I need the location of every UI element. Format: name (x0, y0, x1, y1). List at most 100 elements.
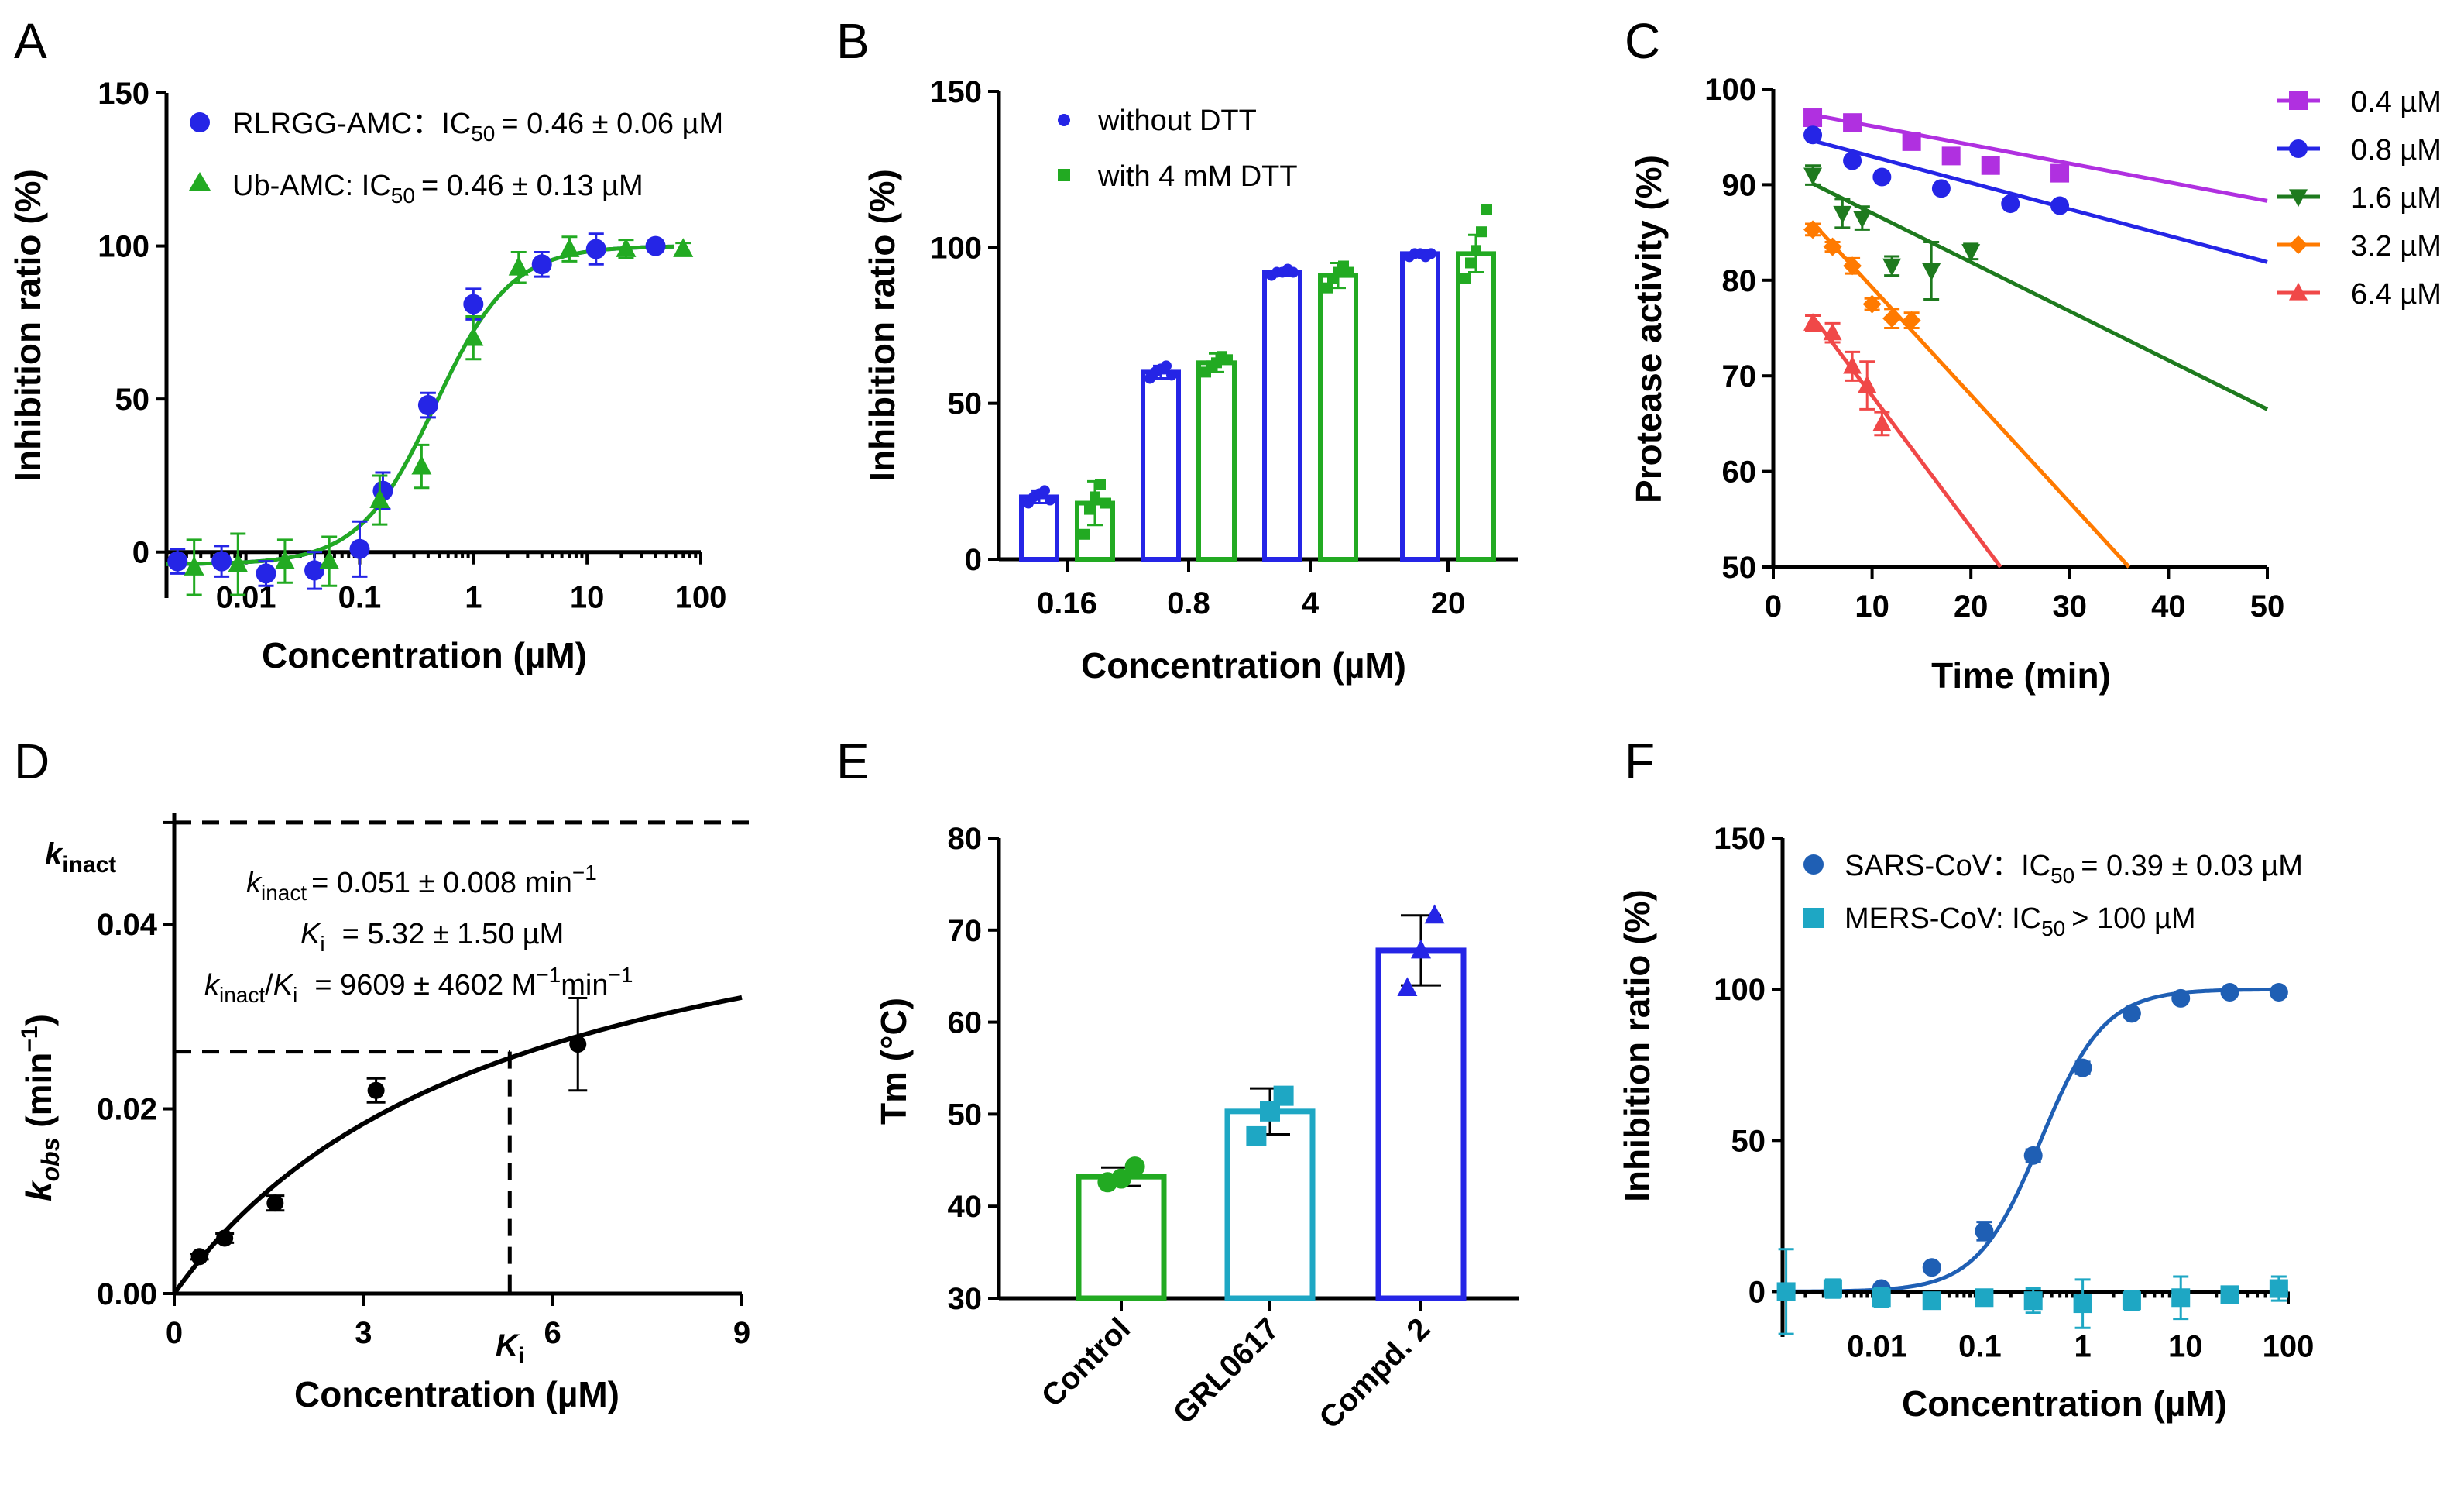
panel-c-legend-label: 0.8 µM (2351, 134, 2442, 167)
panel-d-data-point (569, 1036, 587, 1053)
panel-b-data-point (1465, 257, 1476, 269)
panel-a-data-point (417, 395, 438, 416)
panel-f-y-tick-label: 100 (1714, 973, 1766, 1007)
panel-a-legend-marker-rlrgg (190, 112, 210, 132)
panel-b-y-tick-label: 100 (930, 231, 982, 265)
panel-c-data-point (1858, 375, 1877, 393)
panel-f-data-point (1872, 1288, 1891, 1308)
panel-d-ratio-text: kinact/Ki = 9609 ± 4602 M−1min−1 (204, 963, 633, 1007)
panel-letter-e: E (836, 734, 870, 789)
panel-d-ki-text: Ki = 5.32 ± 1.50 µM (300, 918, 564, 956)
panel-a-data-point (463, 326, 484, 346)
panel-e-x-tick-label: GRL0617 (1167, 1311, 1286, 1431)
panel-d-x-tick-label: 3 (355, 1316, 372, 1350)
panel-a-y-tick-label: 150 (98, 77, 149, 111)
panel-e-y-tick-label: 70 (948, 914, 983, 948)
panel-c-data-point (1981, 156, 2000, 175)
panel-c-y-tick-label: 50 (1722, 551, 1757, 585)
panel-d-xlabel: Concentration (µM) (294, 1374, 619, 1414)
panel-b-data-point (1344, 266, 1354, 278)
panel-f-data-point (1922, 1291, 1941, 1311)
panel-e-data-point (1246, 1125, 1267, 1146)
panel-f-data-point (1823, 1279, 1842, 1298)
panel-b: 0 50 100 150 0.16 0.8 4 20 Concentration (µM) I… (862, 75, 1518, 686)
panel-e-data-point (1124, 1156, 1145, 1177)
panel-c-x-tick-label: 10 (1855, 589, 1889, 624)
panel-f-x-tick-label: 0.01 (1847, 1329, 1907, 1363)
panel-b-data-point (1471, 245, 1481, 256)
panel-d-y-tick-label: 0.00 (97, 1277, 157, 1311)
panel-c-legend-marker (2289, 189, 2308, 208)
panel-e-data-point (1397, 977, 1418, 997)
panel-e-ylabel: Tm (°C) (873, 998, 914, 1125)
panel-c-data-point (1902, 311, 1921, 330)
panel-f-data-point (2073, 1294, 2092, 1314)
panel-b-x-tick-label: 0.16 (1037, 586, 1097, 620)
panel-f-x-tick-label: 100 (2263, 1329, 2315, 1363)
panel-c-data-point (1872, 167, 1892, 187)
panel-f-y-tick-label: 50 (1731, 1124, 1766, 1158)
panel-letter-d: D (14, 734, 50, 789)
panel-c-data-point (1803, 313, 1823, 331)
panel-letter-f: F (1625, 734, 1655, 789)
panel-c-legend-marker (2289, 235, 2308, 254)
panel-f-data-point (1922, 1258, 1941, 1277)
panel-b-data-point (1166, 369, 1177, 381)
panel-letter-a: A (14, 13, 47, 69)
panel-d-kinact-text: kinact = 0.051 ± 0.008 min−1 (246, 861, 597, 905)
panel-b-legend-dtt: with 4 mM DTT (1097, 160, 1298, 193)
panel-b-x-tick-label: 0.8 (1167, 586, 1210, 620)
panel-letter-c: C (1625, 13, 1660, 69)
panel-c-y-tick-label: 70 (1722, 359, 1757, 393)
panel-c-data-point (1843, 113, 1862, 132)
panel-b-bar (1318, 273, 1358, 562)
panel-b-data-point (1322, 282, 1333, 294)
panel-a-data-point (274, 550, 295, 569)
panel-c-legend-label: 1.6 µM (2351, 182, 2442, 215)
panel-a-data-point (508, 256, 529, 276)
panel-f-data-point (2171, 1288, 2191, 1308)
panel-a-y-tick-label: 0 (132, 536, 149, 570)
panel-a-legend-marker-ub (189, 172, 211, 191)
panel-f-plot-area: 0 50 100 150 0.01 0.1 1 10 100 (1714, 822, 2314, 1363)
panel-c-ylabel: Protease activity (%) (1628, 155, 1669, 503)
panel-b-data-point (1100, 497, 1111, 509)
panel-f-data-point (2171, 988, 2191, 1008)
panel-c-data-point (1803, 167, 1823, 186)
panel-c-data-point (1803, 108, 1823, 128)
panel-c-xlabel: Time (min) (1931, 655, 2111, 696)
panel-f-data-point (2269, 983, 2288, 1002)
panel-e-bar (1375, 947, 1467, 1301)
panel-e-y-tick-label: 50 (948, 1098, 983, 1132)
panel-f-xlabel: Concentration (µM) (1902, 1383, 2227, 1424)
panel-a-data-point (256, 563, 276, 584)
panel-a-data-point (531, 254, 552, 275)
panel-a-x-tick-label: 100 (675, 581, 727, 615)
panel-letter-b: B (836, 13, 870, 69)
panel-e-x-tick-label: Compd. 2 (1313, 1311, 1436, 1435)
panel-d-plot-area: 0.00 0.02 0.04 0 3 6 9 (97, 813, 750, 1350)
panel-c-data-point (1882, 309, 1902, 328)
panel-c-data-point (1902, 132, 1921, 151)
panel-b-y-tick-label: 50 (948, 387, 983, 421)
panel-a-data-point (463, 294, 484, 314)
panel-f: 0 50 100 150 0.01 0.1 1 10 100 Concentration (µM… (1617, 822, 2314, 1424)
panel-d-data-point (266, 1194, 284, 1212)
panel-e-data-point (1273, 1085, 1294, 1106)
panel-b-data-point (1476, 226, 1487, 238)
panel-b-bar (1400, 251, 1440, 562)
panel-a-data-point (319, 550, 340, 569)
panel-e-y-tick-label: 40 (948, 1190, 983, 1224)
panel-a-data-point (228, 553, 249, 572)
panel-a-x-tick-label: 0.1 (338, 581, 382, 615)
panel-c-data-point (1852, 210, 1872, 229)
panel-c-fit-line (1812, 112, 2268, 203)
panel-d-data-point (216, 1229, 234, 1247)
panel-b-data-point (1222, 354, 1233, 366)
panel-c-data-point (1882, 258, 1902, 277)
panel-a-xlabel: Concentration (µM) (262, 635, 587, 675)
panel-c-data-point (1931, 179, 1951, 198)
panel-e-data-point (1424, 904, 1445, 924)
panel-f-data-point (1975, 1222, 1994, 1241)
